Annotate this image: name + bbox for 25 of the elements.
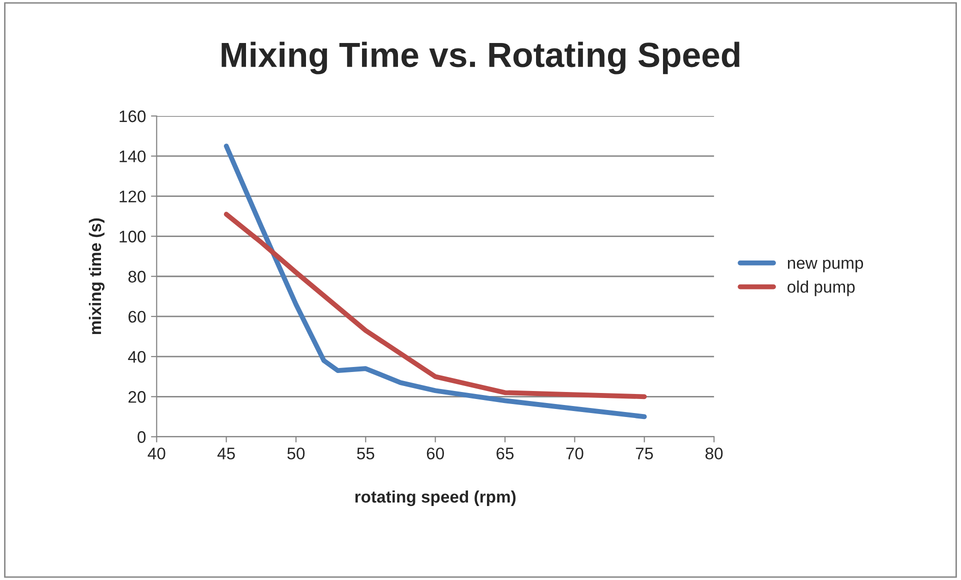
x-tick-label: 65 <box>496 448 514 460</box>
y-axis-title: mixing time (s) <box>88 218 105 334</box>
x-axis-title: rotating speed (rpm) <box>355 490 516 506</box>
y-tick-label: 100 <box>120 230 146 242</box>
line-series <box>224 144 647 420</box>
line-series <box>224 212 647 400</box>
y-tick-label: 0 <box>138 431 146 443</box>
x-tick-label: 75 <box>636 448 653 460</box>
y-tick-label: 120 <box>120 190 146 202</box>
y-tick-label: 40 <box>128 350 146 363</box>
x-tick-label: 55 <box>357 448 374 460</box>
y-tick-label: 60 <box>128 310 146 323</box>
legend-label: new pump <box>788 260 864 272</box>
y-tick-label: 80 <box>128 270 146 283</box>
x-tick-label: 45 <box>217 448 235 460</box>
chart-title: Mixing Time vs. Rotating Speed <box>222 42 740 74</box>
x-tick-label: 60 <box>426 448 444 460</box>
y-tick-label: 20 <box>128 391 146 403</box>
x-tick-label: 80 <box>705 448 723 460</box>
y-tick-label: 140 <box>120 150 146 162</box>
y-tick-label: 160 <box>120 110 146 122</box>
x-tick-label: 40 <box>148 448 166 460</box>
x-tick-label: 70 <box>566 448 584 460</box>
x-tick-label: 50 <box>287 448 305 460</box>
legend-label: old pump <box>788 280 855 296</box>
